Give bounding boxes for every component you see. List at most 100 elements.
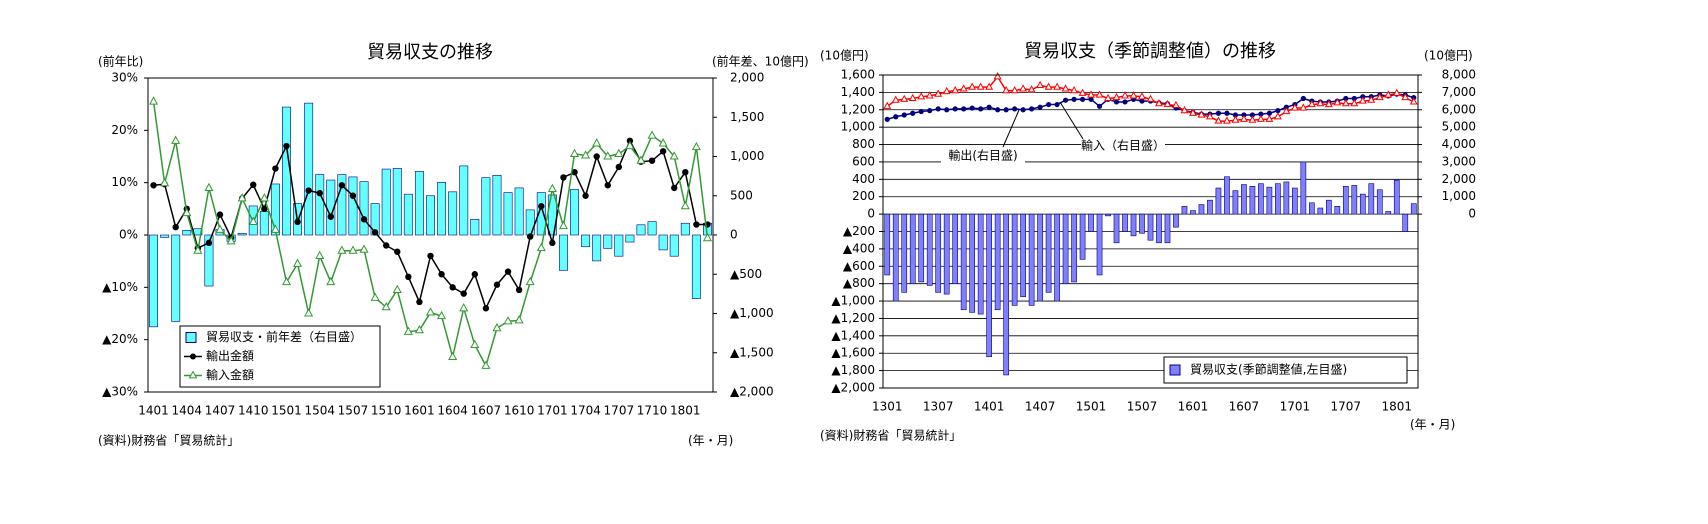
point bbox=[1037, 104, 1043, 110]
bar bbox=[1283, 181, 1290, 215]
point bbox=[438, 271, 445, 278]
point bbox=[1282, 106, 1291, 115]
point bbox=[148, 96, 159, 105]
point bbox=[1358, 96, 1367, 104]
point bbox=[1265, 114, 1274, 122]
point bbox=[172, 223, 179, 231]
legend-label: 輸入金額 bbox=[206, 367, 254, 382]
bar bbox=[503, 192, 513, 236]
y-tick-label: ▲30% bbox=[102, 385, 138, 399]
bar bbox=[570, 189, 579, 236]
point bbox=[283, 142, 290, 150]
y2-tick-label: ▲500 bbox=[730, 267, 762, 281]
point bbox=[405, 273, 412, 281]
point bbox=[327, 213, 334, 220]
bar bbox=[1266, 186, 1273, 215]
point bbox=[371, 229, 379, 236]
point bbox=[1224, 110, 1230, 116]
y2-tick-label: ▲2,000 bbox=[730, 385, 774, 399]
point bbox=[1061, 84, 1070, 92]
point bbox=[448, 351, 458, 360]
point bbox=[1214, 116, 1223, 124]
x-tick-label: 1604 bbox=[437, 404, 468, 418]
point bbox=[927, 108, 933, 114]
point bbox=[1222, 116, 1231, 124]
y-tick-label: ▲1,600 bbox=[831, 346, 875, 360]
y2-axis-title: (前年差、10億円) bbox=[712, 54, 809, 69]
point bbox=[315, 250, 325, 259]
bar bbox=[1054, 213, 1060, 302]
point bbox=[1071, 96, 1077, 102]
point bbox=[337, 245, 347, 254]
point bbox=[883, 101, 892, 109]
point bbox=[925, 91, 934, 99]
bar bbox=[977, 213, 984, 315]
y2-tick-label: 1,500 bbox=[730, 110, 764, 124]
point bbox=[316, 189, 323, 197]
point bbox=[449, 284, 456, 291]
bar bbox=[1275, 183, 1281, 215]
y-tick-label: ▲1,200 bbox=[831, 311, 875, 325]
bar bbox=[1317, 207, 1324, 215]
source-note: (資料)財務省「貿易統計」 bbox=[98, 433, 239, 448]
y2-tick-label: ▲1,500 bbox=[730, 345, 774, 359]
point bbox=[658, 138, 668, 147]
bar bbox=[1011, 213, 1018, 306]
bar bbox=[918, 213, 925, 283]
point bbox=[204, 182, 214, 191]
point bbox=[702, 232, 713, 242]
point bbox=[1316, 99, 1325, 107]
bar bbox=[304, 102, 314, 236]
point bbox=[1231, 115, 1240, 123]
bar bbox=[1368, 183, 1375, 215]
bar bbox=[1309, 202, 1315, 215]
bar bbox=[901, 213, 908, 293]
point bbox=[993, 72, 1002, 80]
bar bbox=[658, 234, 668, 251]
point bbox=[382, 242, 390, 249]
bar bbox=[204, 234, 214, 287]
point bbox=[216, 211, 224, 218]
x-tick-label: 1404 bbox=[172, 404, 203, 418]
bar bbox=[1351, 185, 1358, 215]
point bbox=[261, 205, 268, 213]
point bbox=[1197, 110, 1206, 118]
x-tick-label: 1801 bbox=[670, 404, 701, 418]
point bbox=[558, 220, 568, 230]
bar bbox=[1130, 213, 1137, 237]
bar bbox=[647, 221, 657, 236]
point bbox=[1409, 97, 1418, 105]
bar bbox=[1003, 213, 1009, 376]
point bbox=[1020, 107, 1026, 113]
x-tick-label: 1307 bbox=[923, 400, 954, 414]
legend-box bbox=[1163, 356, 1408, 384]
bar bbox=[1079, 213, 1086, 260]
point bbox=[592, 138, 602, 147]
point bbox=[360, 216, 368, 223]
point bbox=[1121, 91, 1129, 99]
bar bbox=[514, 187, 524, 236]
legend-label: 貿易収支(季節調整値,左目盛) bbox=[1190, 362, 1347, 377]
bar bbox=[1241, 184, 1247, 215]
y-tick-label: ▲10% bbox=[102, 280, 138, 294]
point bbox=[944, 107, 950, 113]
y-tick-label: 1,400 bbox=[841, 85, 875, 99]
point bbox=[215, 224, 225, 233]
bar bbox=[680, 222, 690, 236]
point bbox=[1138, 92, 1146, 100]
point bbox=[338, 182, 346, 189]
point bbox=[614, 148, 624, 157]
bar bbox=[909, 213, 916, 284]
y2-tick-label: ▲1,000 bbox=[730, 306, 774, 320]
bar bbox=[1020, 213, 1026, 298]
annotation-bg bbox=[1081, 137, 1165, 155]
point bbox=[917, 92, 926, 100]
y2-tick-label: 0 bbox=[730, 228, 738, 242]
y-tick-label: ▲2,000 bbox=[831, 381, 875, 395]
y-tick-label: ▲800 bbox=[843, 276, 875, 290]
point bbox=[935, 106, 941, 112]
legend-marker bbox=[190, 353, 196, 360]
bar bbox=[969, 213, 976, 313]
bar bbox=[492, 175, 502, 236]
point bbox=[1266, 110, 1272, 116]
